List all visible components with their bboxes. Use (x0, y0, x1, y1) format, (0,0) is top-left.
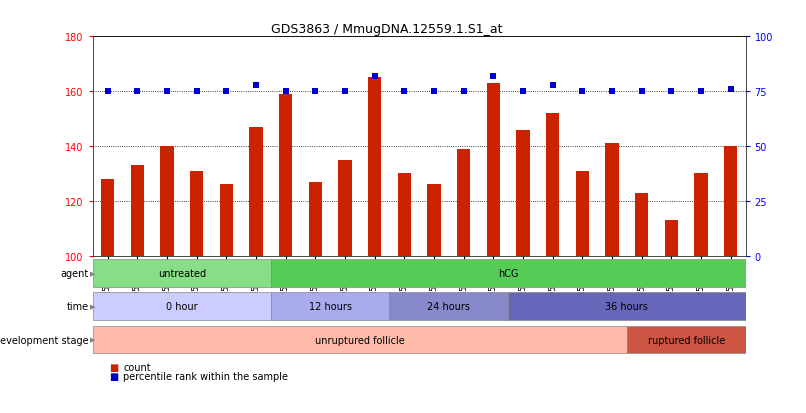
Point (457, 88, 470, 95)
Bar (309, 182, 322, 256)
Bar (279, 95, 293, 256)
Bar (575, 171, 589, 256)
Bar (487, 84, 500, 256)
Bar (93, 326, 627, 354)
Bar (457, 150, 471, 256)
Text: time: time (67, 301, 89, 312)
Point (368, 73, 381, 80)
Title: GDS3863 / MmugDNA.12559.1.S1_at: GDS3863 / MmugDNA.12559.1.S1_at (271, 23, 502, 36)
Bar (131, 166, 144, 256)
Bar (93, 260, 271, 287)
Point (487, 73, 500, 80)
Bar (160, 147, 173, 256)
Text: development stage: development stage (0, 335, 89, 345)
Text: percentile rank within the sample: percentile rank within the sample (123, 371, 289, 381)
Point (131, 88, 143, 95)
Bar (508, 293, 746, 320)
Point (309, 88, 322, 95)
Text: ruptured follicle: ruptured follicle (647, 335, 725, 345)
Text: hCG: hCG (498, 268, 518, 279)
Point (250, 82, 263, 89)
Bar (605, 144, 619, 256)
Bar (219, 185, 233, 256)
Bar (271, 293, 389, 320)
Point (695, 88, 708, 95)
Bar (389, 293, 508, 320)
Text: 0 hour: 0 hour (166, 301, 197, 312)
Text: untreated: untreated (158, 268, 206, 279)
Text: ▶: ▶ (90, 271, 96, 277)
Point (160, 88, 173, 95)
Bar (665, 221, 678, 256)
Text: count: count (123, 363, 151, 373)
Bar (368, 78, 381, 256)
Bar (249, 128, 263, 256)
Point (279, 88, 292, 95)
Point (725, 86, 737, 93)
Bar (724, 147, 737, 256)
Point (101, 88, 114, 95)
Bar (694, 174, 708, 256)
Point (576, 88, 589, 95)
Point (427, 88, 440, 95)
Bar (635, 193, 648, 256)
Bar (546, 114, 559, 256)
Bar (93, 293, 271, 320)
Bar (427, 185, 441, 256)
Text: 36 hours: 36 hours (605, 301, 648, 312)
Bar (101, 179, 114, 256)
Point (220, 88, 233, 95)
Point (665, 88, 678, 95)
Bar (190, 171, 203, 256)
Text: ■: ■ (109, 371, 118, 381)
Bar (339, 160, 351, 256)
Bar (627, 326, 746, 354)
Text: agent: agent (60, 268, 89, 279)
Bar (271, 260, 746, 287)
Text: ■: ■ (109, 363, 118, 373)
Point (546, 82, 559, 89)
Text: ▶: ▶ (90, 337, 96, 343)
Bar (397, 174, 411, 256)
Text: ▶: ▶ (90, 304, 96, 310)
Point (605, 88, 618, 95)
Point (339, 88, 351, 95)
Text: 24 hours: 24 hours (427, 301, 470, 312)
Point (517, 88, 530, 95)
Point (635, 88, 648, 95)
Text: 12 hours: 12 hours (309, 301, 351, 312)
Bar (517, 130, 530, 256)
Point (190, 88, 203, 95)
Text: unruptured follicle: unruptured follicle (315, 335, 405, 345)
Point (398, 88, 411, 95)
